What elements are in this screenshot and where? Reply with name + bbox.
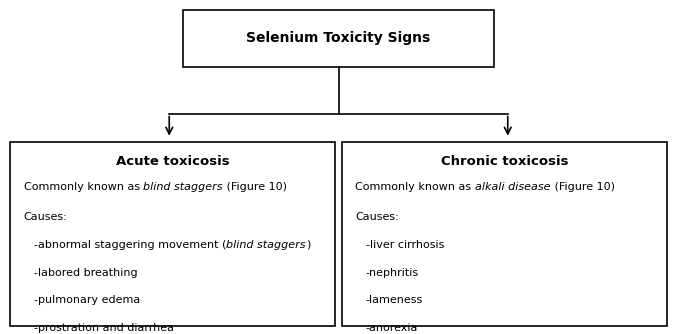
Text: -anorexia: -anorexia: [366, 323, 418, 333]
Text: Causes:: Causes:: [24, 212, 68, 222]
Text: ): ): [306, 240, 310, 250]
Bar: [10, 142, 335, 326]
Text: blind staggers: blind staggers: [226, 240, 306, 250]
Text: -lameness: -lameness: [366, 295, 423, 305]
Text: Acute toxicosis: Acute toxicosis: [116, 156, 230, 168]
Text: -prostration and diarrhea: -prostration and diarrhea: [34, 323, 174, 333]
Text: blind staggers: blind staggers: [144, 182, 223, 192]
Bar: [183, 10, 494, 67]
Text: -liver cirrhosis: -liver cirrhosis: [366, 240, 444, 250]
Text: (Figure 10): (Figure 10): [223, 182, 287, 192]
Text: Chronic toxicosis: Chronic toxicosis: [441, 156, 568, 168]
Text: (Figure 10): (Figure 10): [550, 182, 615, 192]
Text: -nephritis: -nephritis: [366, 268, 418, 278]
Text: Commonly known as: Commonly known as: [355, 182, 475, 192]
Text: -abnormal staggering movement (: -abnormal staggering movement (: [34, 240, 226, 250]
Text: Causes:: Causes:: [355, 212, 399, 222]
Text: alkali disease: alkali disease: [475, 182, 550, 192]
Text: -labored breathing: -labored breathing: [34, 268, 137, 278]
Text: Commonly known as: Commonly known as: [24, 182, 144, 192]
Text: -pulmonary edema: -pulmonary edema: [34, 295, 140, 305]
Bar: [342, 142, 667, 326]
Text: Selenium Toxicity Signs: Selenium Toxicity Signs: [246, 31, 431, 45]
